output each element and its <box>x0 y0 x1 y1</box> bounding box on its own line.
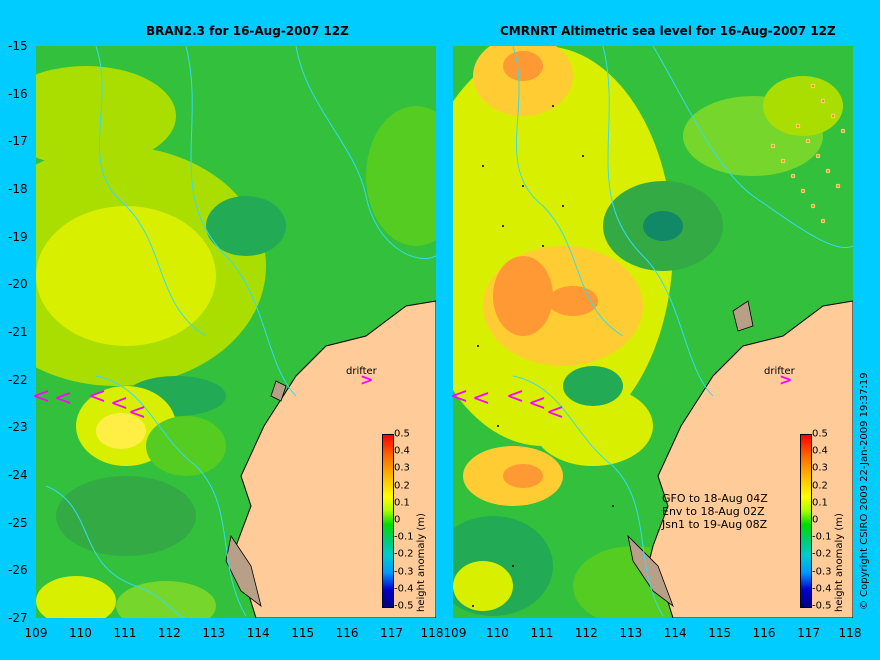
lon-tick: 115 <box>708 626 732 640</box>
lat-tick: -23 <box>8 420 28 435</box>
colorbar-tick: 0.2 <box>812 480 828 492</box>
lon-tick: 114 <box>663 626 687 640</box>
colorbar-tick: 0.4 <box>812 445 828 457</box>
drifter-trail-mark: < <box>450 384 469 409</box>
lon-tick: 117 <box>380 626 404 640</box>
colorbar-tick: 0.3 <box>812 462 828 474</box>
drifter-trail-mark: < <box>54 386 73 411</box>
satellite-note: Jsn1 to 19-Aug 08Z <box>662 518 768 531</box>
colorbar-tick: 0.1 <box>812 497 828 509</box>
drifter-arrow-icon: > <box>360 370 374 389</box>
lon-tick: 118 <box>838 626 862 640</box>
left-map-svg <box>36 46 436 618</box>
lat-tick: -17 <box>8 134 28 149</box>
lat-tick: -22 <box>8 372 28 387</box>
drifter-trail-mark: < <box>528 391 547 416</box>
lon-tick: 111 <box>113 626 137 640</box>
colorbar-tick: 0.4 <box>394 445 410 457</box>
lat-tick: -16 <box>8 86 28 101</box>
satellite-note: GFO to 18-Aug 04Z <box>662 492 768 505</box>
lon-tick: 112 <box>157 626 181 640</box>
lon-tick: 115 <box>291 626 315 640</box>
lat-tick: -26 <box>8 563 28 578</box>
lon-tick: 113 <box>619 626 643 640</box>
colorbar-tick: 0 <box>394 514 401 526</box>
left-map-panel <box>36 46 436 618</box>
colorbar-tick: 0 <box>812 514 819 526</box>
drifter-label: drifter <box>764 366 795 377</box>
lon-tick: 112 <box>574 626 598 640</box>
colorbar-tick: 0.3 <box>394 462 410 474</box>
lat-tick: -25 <box>8 515 28 530</box>
lon-tick: 116 <box>752 626 776 640</box>
colorbar-tick: 0.5 <box>812 428 828 440</box>
colorbar-tick: -0.1 <box>394 531 414 543</box>
colorbar-tick: -0.5 <box>394 600 414 612</box>
colorbar-tick: -0.3 <box>812 566 832 578</box>
satellite-note: Env to 18-Aug 02Z <box>662 505 765 518</box>
right-map-panel <box>453 46 853 618</box>
lon-tick: 110 <box>485 626 509 640</box>
drifter-trail-mark: < <box>32 384 51 409</box>
drifter-trail-mark: < <box>88 384 107 409</box>
colorbar-tick: 0.2 <box>394 480 410 492</box>
lon-tick: 118 <box>420 626 444 640</box>
colorbar-tick: -0.4 <box>812 583 832 595</box>
drifter-arrow-icon: > <box>779 370 793 389</box>
lat-tick: -27 <box>8 611 28 625</box>
lon-tick: 110 <box>68 626 92 640</box>
lon-tick: 114 <box>246 626 270 640</box>
colorbar-tick: 0.1 <box>394 497 410 509</box>
lon-tick: 116 <box>335 626 359 640</box>
colorbar-tick: -0.2 <box>394 548 414 560</box>
drifter-trail-mark: < <box>506 384 525 409</box>
lat-tick: -15 <box>8 39 28 53</box>
colorbar-label: height anomaly (m) <box>834 513 845 612</box>
colorbar-tick: -0.5 <box>812 600 832 612</box>
lat-tick: -24 <box>8 468 28 482</box>
lat-tick: -21 <box>8 325 28 339</box>
left-map-title: BRAN2.3 for 16-Aug-2007 12Z <box>146 24 349 38</box>
colorbar-label: height anomaly (m) <box>416 513 427 612</box>
lat-tick: -19 <box>8 229 28 244</box>
lat-tick: -18 <box>8 182 28 196</box>
drifter-trail-mark: < <box>546 400 565 425</box>
lon-tick: 109 <box>443 626 467 640</box>
lon-tick: 117 <box>797 626 821 640</box>
colorbar-tick: 0.5 <box>394 428 410 440</box>
colorbar-tick: -0.3 <box>394 566 414 578</box>
colorbar-tick: -0.4 <box>394 583 414 595</box>
copyright-text: © Copyright CSIRO 2009 22-Jan-2009 19:37… <box>859 372 870 610</box>
colorbar-tick: -0.1 <box>812 531 832 543</box>
lon-tick: 111 <box>530 626 554 640</box>
lon-tick: 109 <box>24 626 48 640</box>
lat-tick: -20 <box>8 277 28 292</box>
right-map-svg <box>453 46 853 618</box>
drifter-label: drifter <box>346 366 377 377</box>
left-colorbar <box>382 434 394 608</box>
drifter-trail-mark: < <box>472 386 491 411</box>
right-colorbar <box>800 434 812 608</box>
satellite-notes: GFO to 18-Aug 04Z Env to 18-Aug 02Z Jsn1… <box>662 492 768 531</box>
colorbar-tick: -0.2 <box>812 548 832 560</box>
drifter-trail-mark: < <box>110 391 129 416</box>
right-map-title: CMRNRT Altimetric sea level for 16-Aug-2… <box>500 24 836 38</box>
lon-tick: 113 <box>202 626 226 640</box>
drifter-trail-mark: < <box>128 400 147 425</box>
